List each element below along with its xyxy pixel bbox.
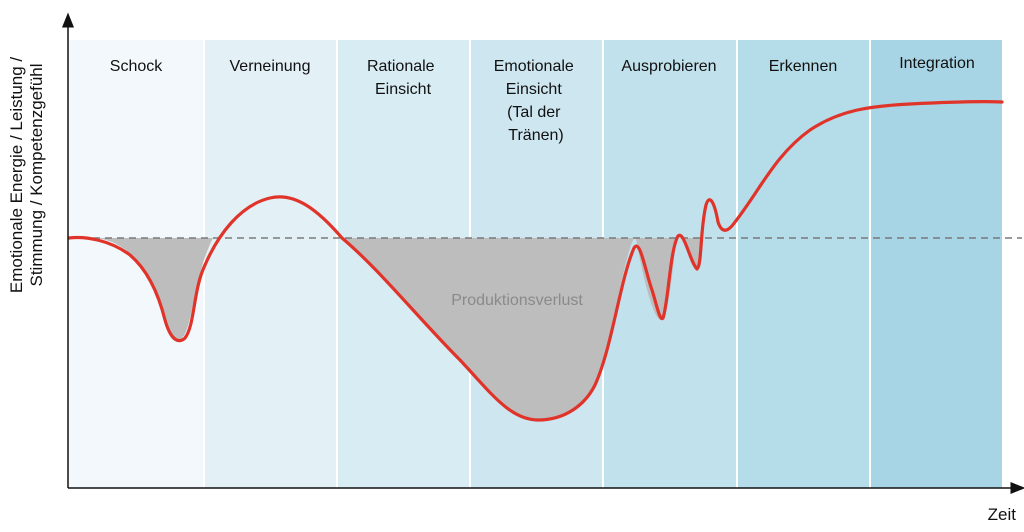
- loss-area-dip3: [684, 238, 702, 270]
- production-loss-label: Produktionsverlust: [451, 292, 583, 309]
- production-loss-areas: [95, 238, 702, 420]
- phase-label-rationale-einsicht: Rationale Einsicht: [367, 58, 439, 98]
- phase-label-emotionale-einsicht: Emotionale Einsicht (Tal der Tränen): [494, 58, 579, 144]
- x-axis-label: Zeit: [988, 505, 1017, 524]
- loss-area-main: [342, 238, 634, 420]
- phase-label-schock: Schock: [110, 58, 163, 75]
- loss-area-schock: [95, 238, 213, 342]
- phase-band-verneinung: [205, 40, 336, 488]
- phase-label-erkennen: Erkennen: [769, 58, 838, 75]
- y-axis-label-line1: Emotionale Energie / Leistung /: [7, 57, 26, 294]
- phase-label-integration: Integration: [899, 55, 975, 72]
- phase-labels: Schock Verneinung Rationale Einsicht Emo…: [110, 55, 975, 144]
- phase-label-verneinung: Verneinung: [230, 58, 311, 75]
- phase-band-erkennen: [738, 40, 869, 488]
- change-curve-line: [67, 100, 1004, 422]
- phase-band-integration: [871, 40, 1002, 488]
- y-axis-label: Emotionale Energie / Leistung / Stimmung…: [7, 57, 46, 294]
- y-axis-label-line2: Stimmung / Kompetenzgefühl: [27, 63, 46, 286]
- phase-label-ausprobieren: Ausprobieren: [621, 58, 716, 75]
